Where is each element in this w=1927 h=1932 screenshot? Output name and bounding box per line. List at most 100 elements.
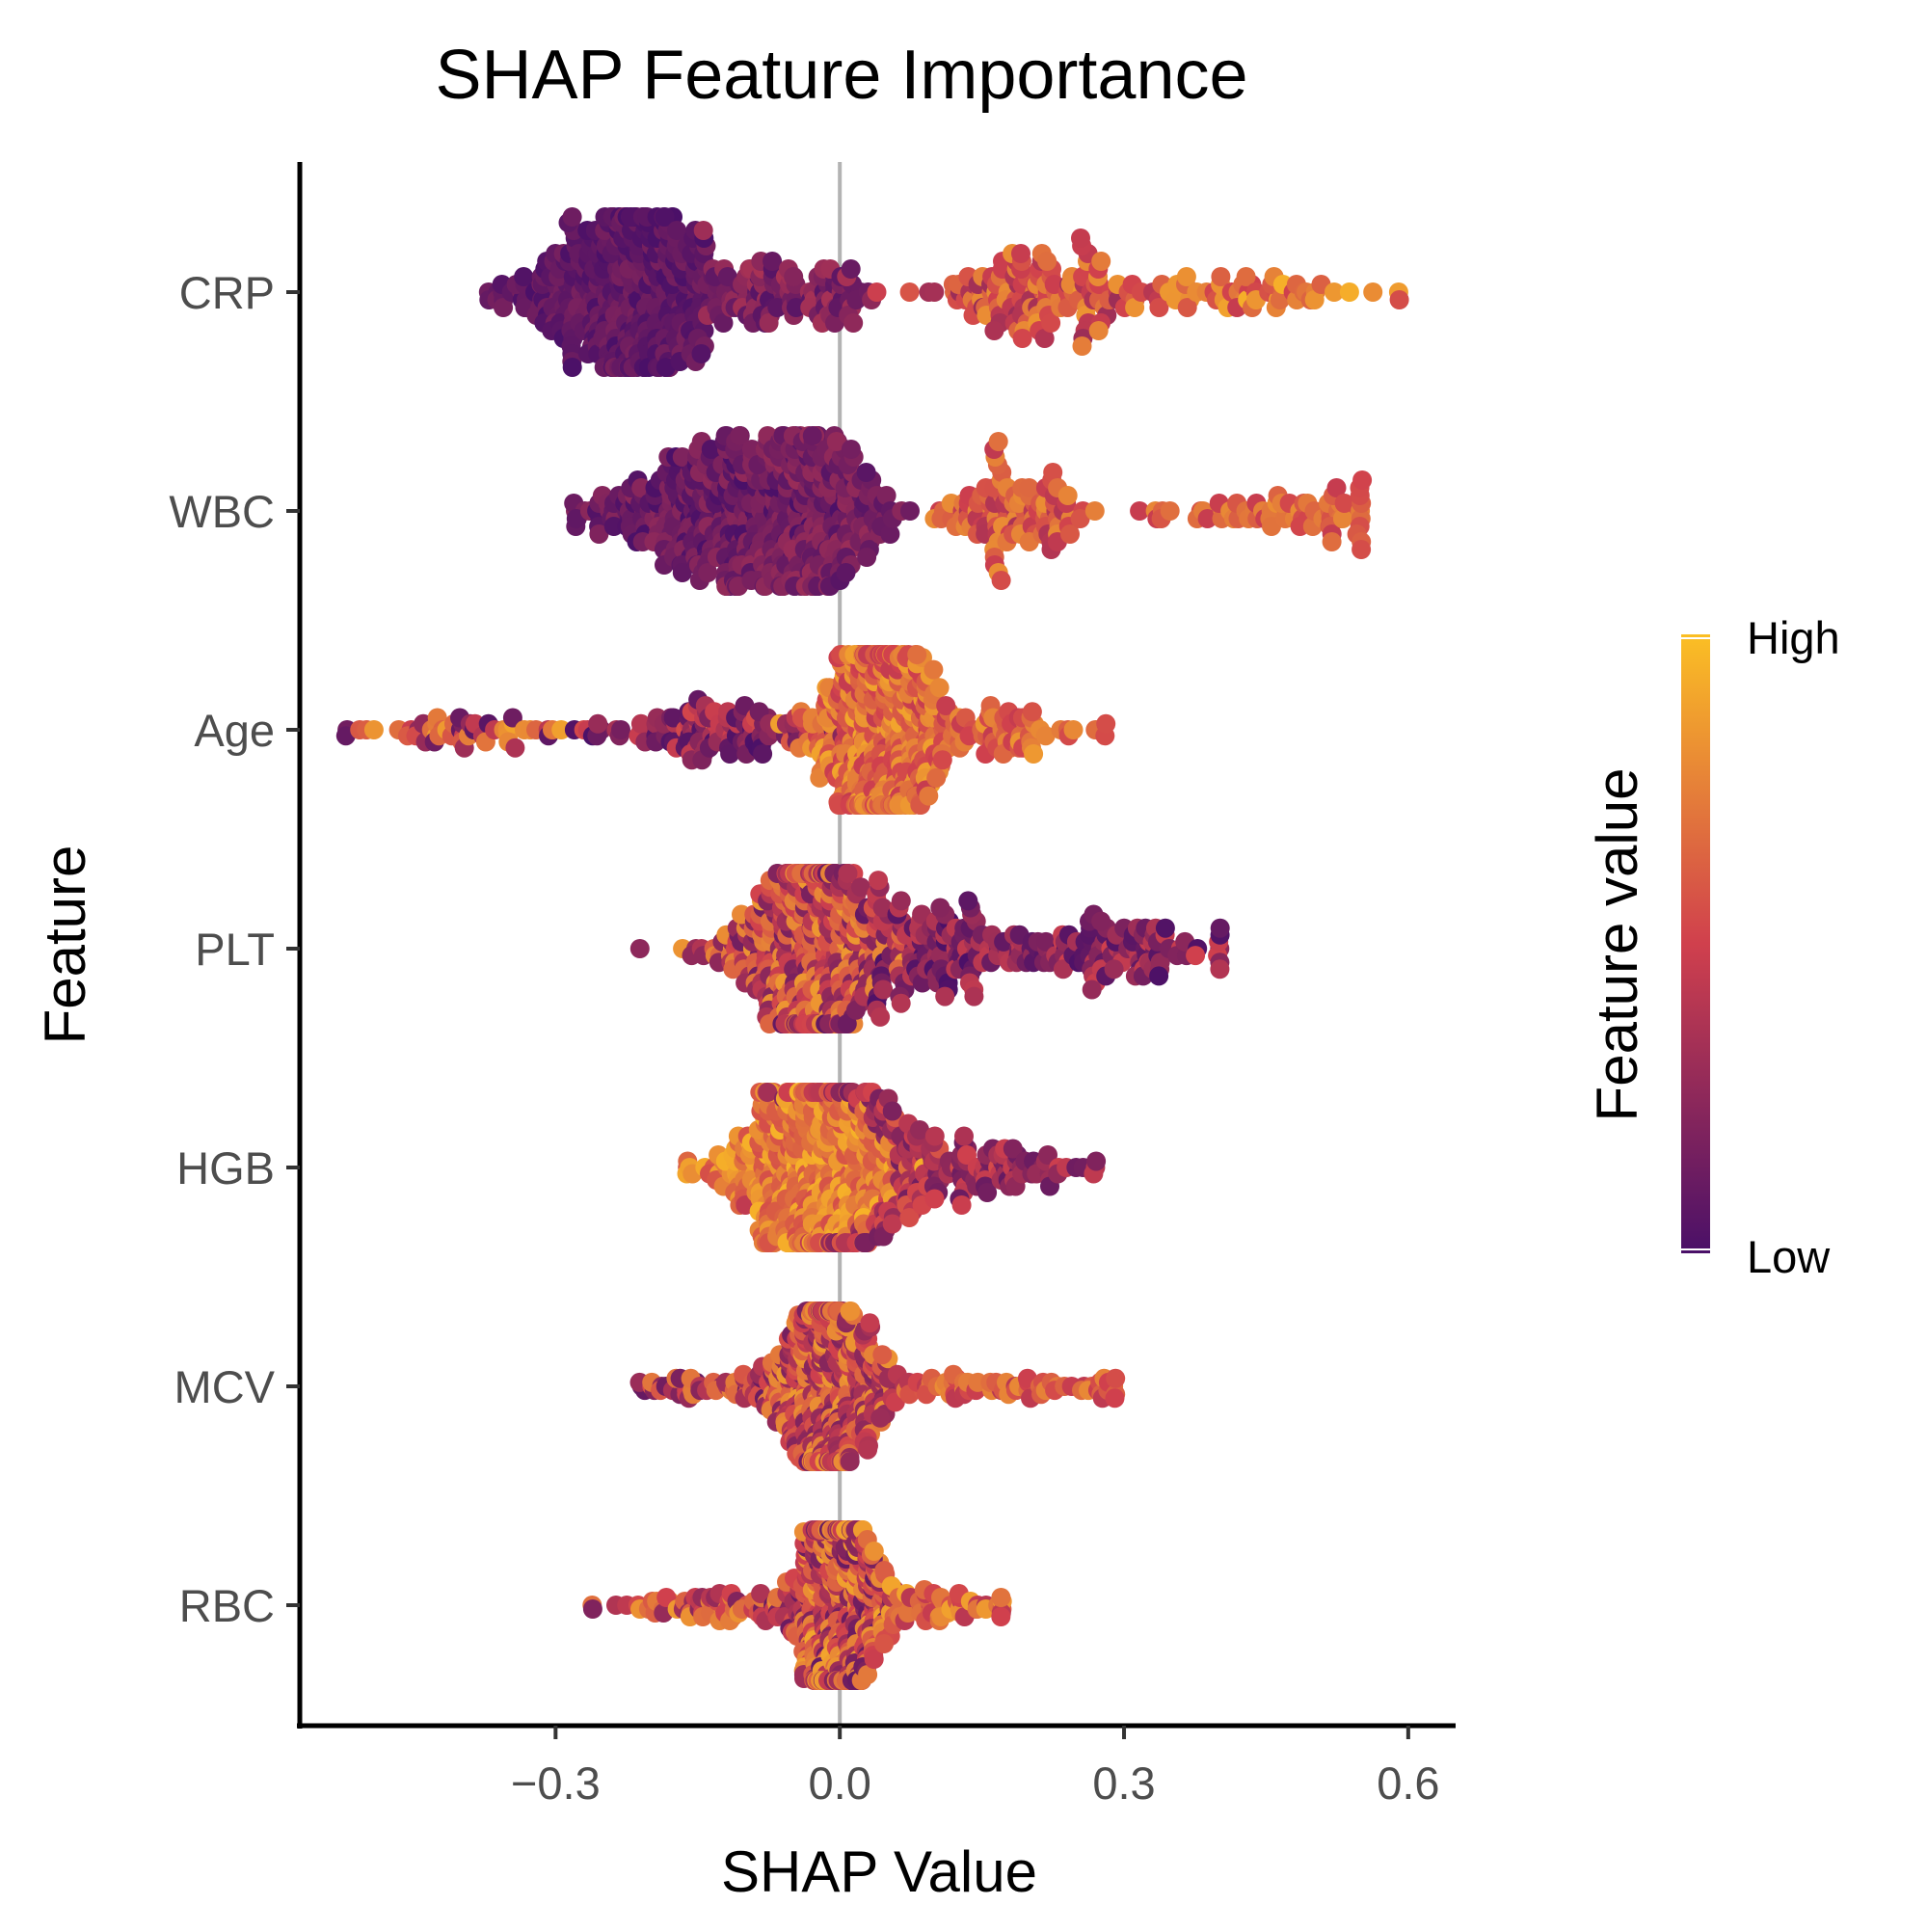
point-crp	[1363, 282, 1383, 302]
point-plt	[873, 979, 894, 1000]
point-mcv	[870, 1408, 891, 1428]
point-mcv	[860, 1313, 880, 1333]
point-crp	[1071, 228, 1090, 248]
point-mcv	[1106, 1368, 1126, 1388]
point-age	[1063, 720, 1084, 739]
point-crp	[1037, 252, 1057, 271]
point-plt	[1155, 918, 1175, 938]
point-age	[551, 720, 572, 739]
point-rbc	[582, 1599, 602, 1619]
point-crp	[1091, 252, 1111, 271]
point-hgb	[954, 1126, 974, 1146]
point-age	[611, 720, 630, 739]
y-tick-label-hgb: HGB	[176, 1142, 275, 1194]
point-wbc	[741, 440, 762, 459]
point-hgb	[882, 1214, 902, 1234]
point-rbc	[991, 1588, 1011, 1607]
point-plt	[1082, 979, 1102, 1000]
point-age	[663, 708, 683, 728]
point-plt	[1186, 946, 1206, 966]
point-crp	[1072, 336, 1092, 356]
point-wbc	[1060, 524, 1080, 544]
point-plt	[1210, 959, 1230, 979]
point-wbc	[1160, 501, 1180, 521]
point-plt	[930, 898, 950, 918]
point-crp	[841, 259, 861, 279]
point-wbc	[856, 463, 876, 482]
point-wbc	[1043, 463, 1063, 482]
point-crp	[1211, 267, 1231, 286]
point-crp	[494, 298, 514, 317]
legend-low-label: Low	[1747, 1231, 1831, 1282]
point-wbc	[826, 432, 846, 451]
point-crp	[1041, 313, 1061, 333]
point-wbc	[1334, 494, 1354, 513]
point-crp	[1325, 282, 1344, 302]
point-age	[502, 708, 522, 728]
point-age	[753, 744, 773, 764]
point-plt	[958, 891, 978, 911]
point-age	[1024, 744, 1044, 764]
point-crp	[514, 267, 534, 286]
legend-high-label: High	[1747, 612, 1840, 663]
y-axis-title: Feature	[33, 845, 97, 1045]
point-rbc	[864, 1542, 884, 1561]
point-wbc	[876, 486, 897, 505]
x-axis-ticks: −0.3 0.0 0.3 0.6	[511, 1726, 1440, 1809]
point-crp	[655, 207, 675, 227]
point-wbc	[857, 548, 877, 567]
point-crp	[1339, 282, 1359, 302]
point-age	[907, 645, 927, 664]
point-crp	[763, 252, 783, 271]
point-wbc	[1352, 540, 1372, 559]
point-crp	[713, 313, 734, 333]
point-wbc	[802, 426, 822, 445]
point-crp	[786, 298, 806, 317]
point-plt	[869, 871, 889, 891]
point-crp	[1125, 298, 1145, 317]
y-tick-label-plt: PLT	[195, 924, 275, 975]
point-plt	[935, 986, 955, 1006]
point-mcv	[840, 1452, 860, 1471]
point-age	[1096, 713, 1116, 734]
point-wbc	[991, 571, 1011, 590]
point-wbc	[1130, 501, 1150, 521]
point-age	[505, 738, 525, 758]
point-rbc	[991, 1607, 1011, 1626]
point-wbc	[672, 563, 692, 582]
point-crp	[759, 313, 779, 333]
point-hgb	[951, 1195, 972, 1215]
point-wbc	[1057, 486, 1078, 505]
point-plt	[1104, 959, 1124, 979]
point-crp	[1176, 267, 1196, 286]
point-wbc	[1322, 532, 1342, 551]
point-plt	[964, 986, 984, 1006]
point-wbc	[672, 447, 692, 467]
y-tick-label-rbc: RBC	[179, 1580, 275, 1631]
legend-title: Feature value	[1585, 768, 1649, 1122]
point-crp	[1177, 298, 1197, 317]
legend-colorbar	[1681, 634, 1710, 1253]
point-wbc	[1332, 509, 1352, 528]
point-plt	[891, 891, 911, 911]
point-wbc	[730, 426, 750, 445]
point-hgb	[882, 1101, 902, 1121]
point-age	[923, 659, 944, 680]
point-crp	[1011, 244, 1030, 263]
point-wbc	[988, 432, 1008, 451]
y-tick-label-crp: CRP	[179, 267, 275, 318]
point-age	[630, 713, 651, 734]
point-wbc	[880, 524, 900, 544]
point-crp	[1389, 290, 1409, 309]
point-rbc	[874, 1634, 894, 1653]
point-crp	[1088, 321, 1109, 340]
point-wbc	[1197, 509, 1218, 528]
data-points	[335, 207, 1409, 1690]
point-crp	[667, 221, 687, 240]
point-age	[363, 720, 384, 739]
point-crp	[693, 221, 713, 240]
point-mcv	[858, 1439, 878, 1460]
point-crp	[1149, 298, 1169, 317]
